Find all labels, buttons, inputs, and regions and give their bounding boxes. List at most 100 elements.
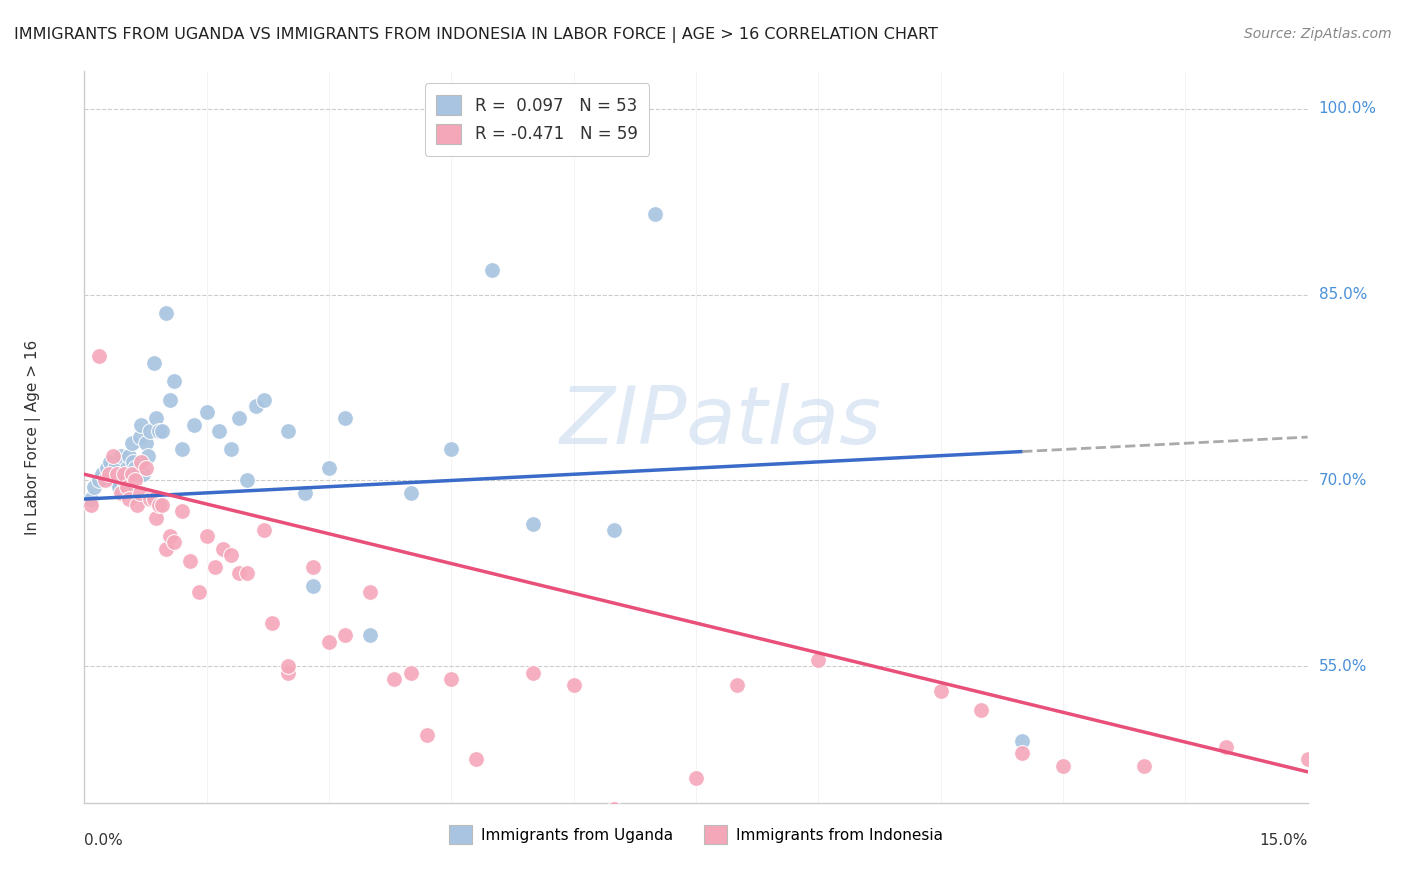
Point <box>253 392 276 407</box>
Point <box>138 424 160 438</box>
Point <box>121 436 143 450</box>
Point <box>399 486 422 500</box>
Point <box>416 728 439 742</box>
Point <box>112 474 135 488</box>
Point <box>118 491 141 506</box>
Point <box>277 665 299 680</box>
Point <box>83 480 105 494</box>
Text: 15.0%: 15.0% <box>1260 833 1308 848</box>
Point <box>195 405 218 419</box>
Point <box>135 461 157 475</box>
Point <box>115 461 138 475</box>
Point <box>136 449 159 463</box>
Point <box>204 560 226 574</box>
Point <box>195 529 218 543</box>
Point <box>80 491 103 506</box>
Text: In Labor Force | Age > 16: In Labor Force | Age > 16 <box>25 340 41 534</box>
Point <box>87 350 110 364</box>
Point <box>1296 752 1319 766</box>
Point <box>80 498 103 512</box>
Text: 70.0%: 70.0% <box>1319 473 1367 488</box>
Point <box>97 467 120 482</box>
Point <box>127 467 149 482</box>
Point <box>87 474 110 488</box>
Point <box>318 461 340 475</box>
Point <box>163 535 186 549</box>
Point <box>335 411 357 425</box>
Point <box>179 554 201 568</box>
Point <box>124 474 146 488</box>
Point <box>1011 746 1033 760</box>
Point <box>725 678 748 692</box>
Point <box>277 424 299 438</box>
Point <box>148 424 170 438</box>
Point <box>131 455 153 469</box>
Point <box>118 449 141 463</box>
Point <box>245 399 267 413</box>
Point <box>155 541 177 556</box>
Point <box>440 442 463 457</box>
Point <box>359 628 381 642</box>
Point <box>135 436 157 450</box>
Point <box>107 480 129 494</box>
Point <box>172 504 194 518</box>
Point <box>104 461 127 475</box>
Point <box>105 467 128 482</box>
Text: Source: ZipAtlas.com: Source: ZipAtlas.com <box>1244 27 1392 41</box>
Point <box>236 474 259 488</box>
Point <box>1133 758 1156 772</box>
Point <box>122 455 145 469</box>
Point <box>110 449 132 463</box>
Point <box>562 678 585 692</box>
Point <box>382 672 405 686</box>
Point <box>253 523 276 537</box>
Point <box>399 665 422 680</box>
Point <box>236 566 259 581</box>
Point <box>159 392 181 407</box>
Point <box>128 486 150 500</box>
Point <box>260 615 283 630</box>
Point <box>807 653 830 667</box>
Text: 0.0%: 0.0% <box>84 833 124 848</box>
Point <box>101 474 124 488</box>
Point <box>155 306 177 320</box>
Point <box>228 566 250 581</box>
Point <box>132 467 155 482</box>
Point <box>929 684 952 698</box>
Point <box>219 548 242 562</box>
Point <box>301 579 323 593</box>
Point <box>228 411 250 425</box>
Point <box>142 491 165 506</box>
Point <box>335 628 357 642</box>
Point <box>101 449 124 463</box>
Point <box>522 516 544 531</box>
Point <box>212 541 235 556</box>
Point <box>318 634 340 648</box>
Point <box>121 467 143 482</box>
Point <box>93 474 115 488</box>
Point <box>172 442 194 457</box>
Point <box>127 498 149 512</box>
Point <box>644 207 666 221</box>
Point <box>145 411 167 425</box>
Text: ZIPatlas: ZIPatlas <box>560 384 882 461</box>
Point <box>150 498 173 512</box>
Point <box>1052 758 1074 772</box>
Point <box>1011 734 1033 748</box>
Point <box>112 467 135 482</box>
Text: IMMIGRANTS FROM UGANDA VS IMMIGRANTS FROM INDONESIA IN LABOR FORCE | AGE > 16 CO: IMMIGRANTS FROM UGANDA VS IMMIGRANTS FRO… <box>14 27 938 43</box>
Point <box>131 417 153 432</box>
Point <box>481 262 503 277</box>
Point <box>128 430 150 444</box>
Point <box>301 560 323 574</box>
Point <box>522 665 544 680</box>
Point <box>91 467 114 482</box>
Point <box>440 672 463 686</box>
Point <box>219 442 242 457</box>
Text: 100.0%: 100.0% <box>1319 101 1376 116</box>
Point <box>970 703 993 717</box>
Text: 55.0%: 55.0% <box>1319 659 1367 674</box>
Point <box>359 585 381 599</box>
Legend: Immigrants from Uganda, Immigrants from Indonesia: Immigrants from Uganda, Immigrants from … <box>443 819 949 850</box>
Point <box>685 771 707 785</box>
